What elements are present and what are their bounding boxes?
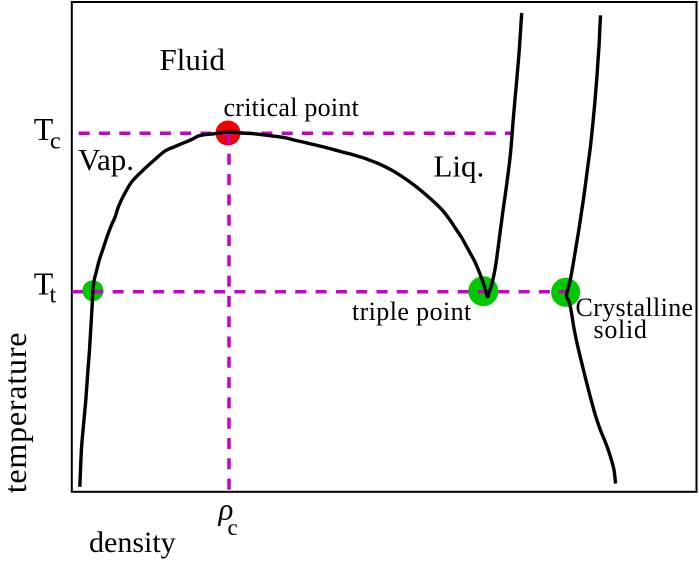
svg-text:temperature: temperature [0, 332, 33, 494]
svg-text:Fluid: Fluid [160, 42, 226, 77]
svg-text:T: T [34, 265, 54, 301]
svg-text:solid: solid [594, 315, 648, 344]
svg-text:Crystalline: Crystalline [576, 293, 694, 322]
svg-text:Liq.: Liq. [434, 149, 485, 184]
svg-text:triple point: triple point [352, 297, 472, 326]
svg-text:t: t [50, 282, 57, 308]
svg-text:c: c [50, 129, 61, 155]
svg-text:T: T [34, 111, 54, 147]
svg-text:c: c [228, 515, 238, 540]
svg-text:Vap.: Vap. [78, 142, 134, 177]
svg-text:ρ: ρ [218, 492, 234, 527]
svg-text:critical point: critical point [224, 93, 360, 122]
svg-text:density: density [89, 526, 176, 559]
